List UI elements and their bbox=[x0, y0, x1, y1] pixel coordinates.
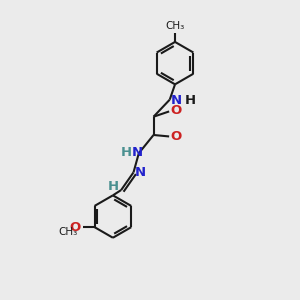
Text: N: N bbox=[132, 146, 143, 159]
Text: H: H bbox=[121, 146, 132, 159]
Text: N: N bbox=[135, 167, 146, 179]
Text: O: O bbox=[69, 220, 80, 234]
Text: H: H bbox=[107, 180, 118, 193]
Text: O: O bbox=[171, 104, 182, 117]
Text: N: N bbox=[171, 94, 182, 107]
Text: H: H bbox=[185, 94, 196, 107]
Text: CH₃: CH₃ bbox=[58, 227, 78, 237]
Text: CH₃: CH₃ bbox=[165, 21, 185, 31]
Text: O: O bbox=[171, 130, 182, 143]
